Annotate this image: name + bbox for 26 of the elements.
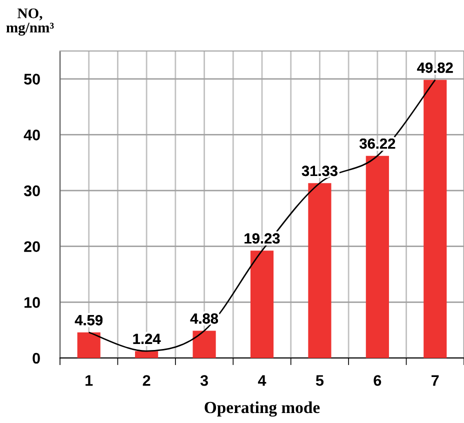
bar — [366, 156, 389, 358]
y-tick-label: 0 — [32, 352, 40, 364]
x-tick-label: 5 — [316, 375, 324, 386]
y-tick-label: 10 — [24, 297, 40, 308]
x-tick-label: 3 — [200, 375, 208, 386]
bar — [250, 250, 274, 358]
bar — [135, 351, 158, 358]
bar — [308, 183, 332, 358]
x-tick-label: 1 — [86, 375, 93, 386]
y-tick-label: 50 — [24, 74, 40, 85]
y-tick-label: 40 — [24, 130, 40, 140]
data-label: 49.82 — [417, 62, 453, 73]
x-tick-label: 4 — [258, 375, 266, 386]
y-axis-title: NO, mg/nm³ — [6, 8, 54, 36]
bar — [192, 330, 216, 358]
x-tick-label: 6 — [374, 375, 382, 386]
x-axis-title: Operating mode — [204, 401, 320, 417]
bar — [424, 80, 447, 358]
data-label: 31.33 — [302, 166, 338, 176]
bar — [77, 332, 100, 358]
y-tick-label: 20 — [24, 241, 40, 252]
x-tick-label: 2 — [142, 375, 150, 386]
data-label: 4.59 — [74, 315, 103, 326]
x-tick-label: 7 — [432, 375, 439, 386]
data-label: 1.24 — [133, 334, 161, 344]
y-tick-label: 30 — [24, 185, 40, 196]
